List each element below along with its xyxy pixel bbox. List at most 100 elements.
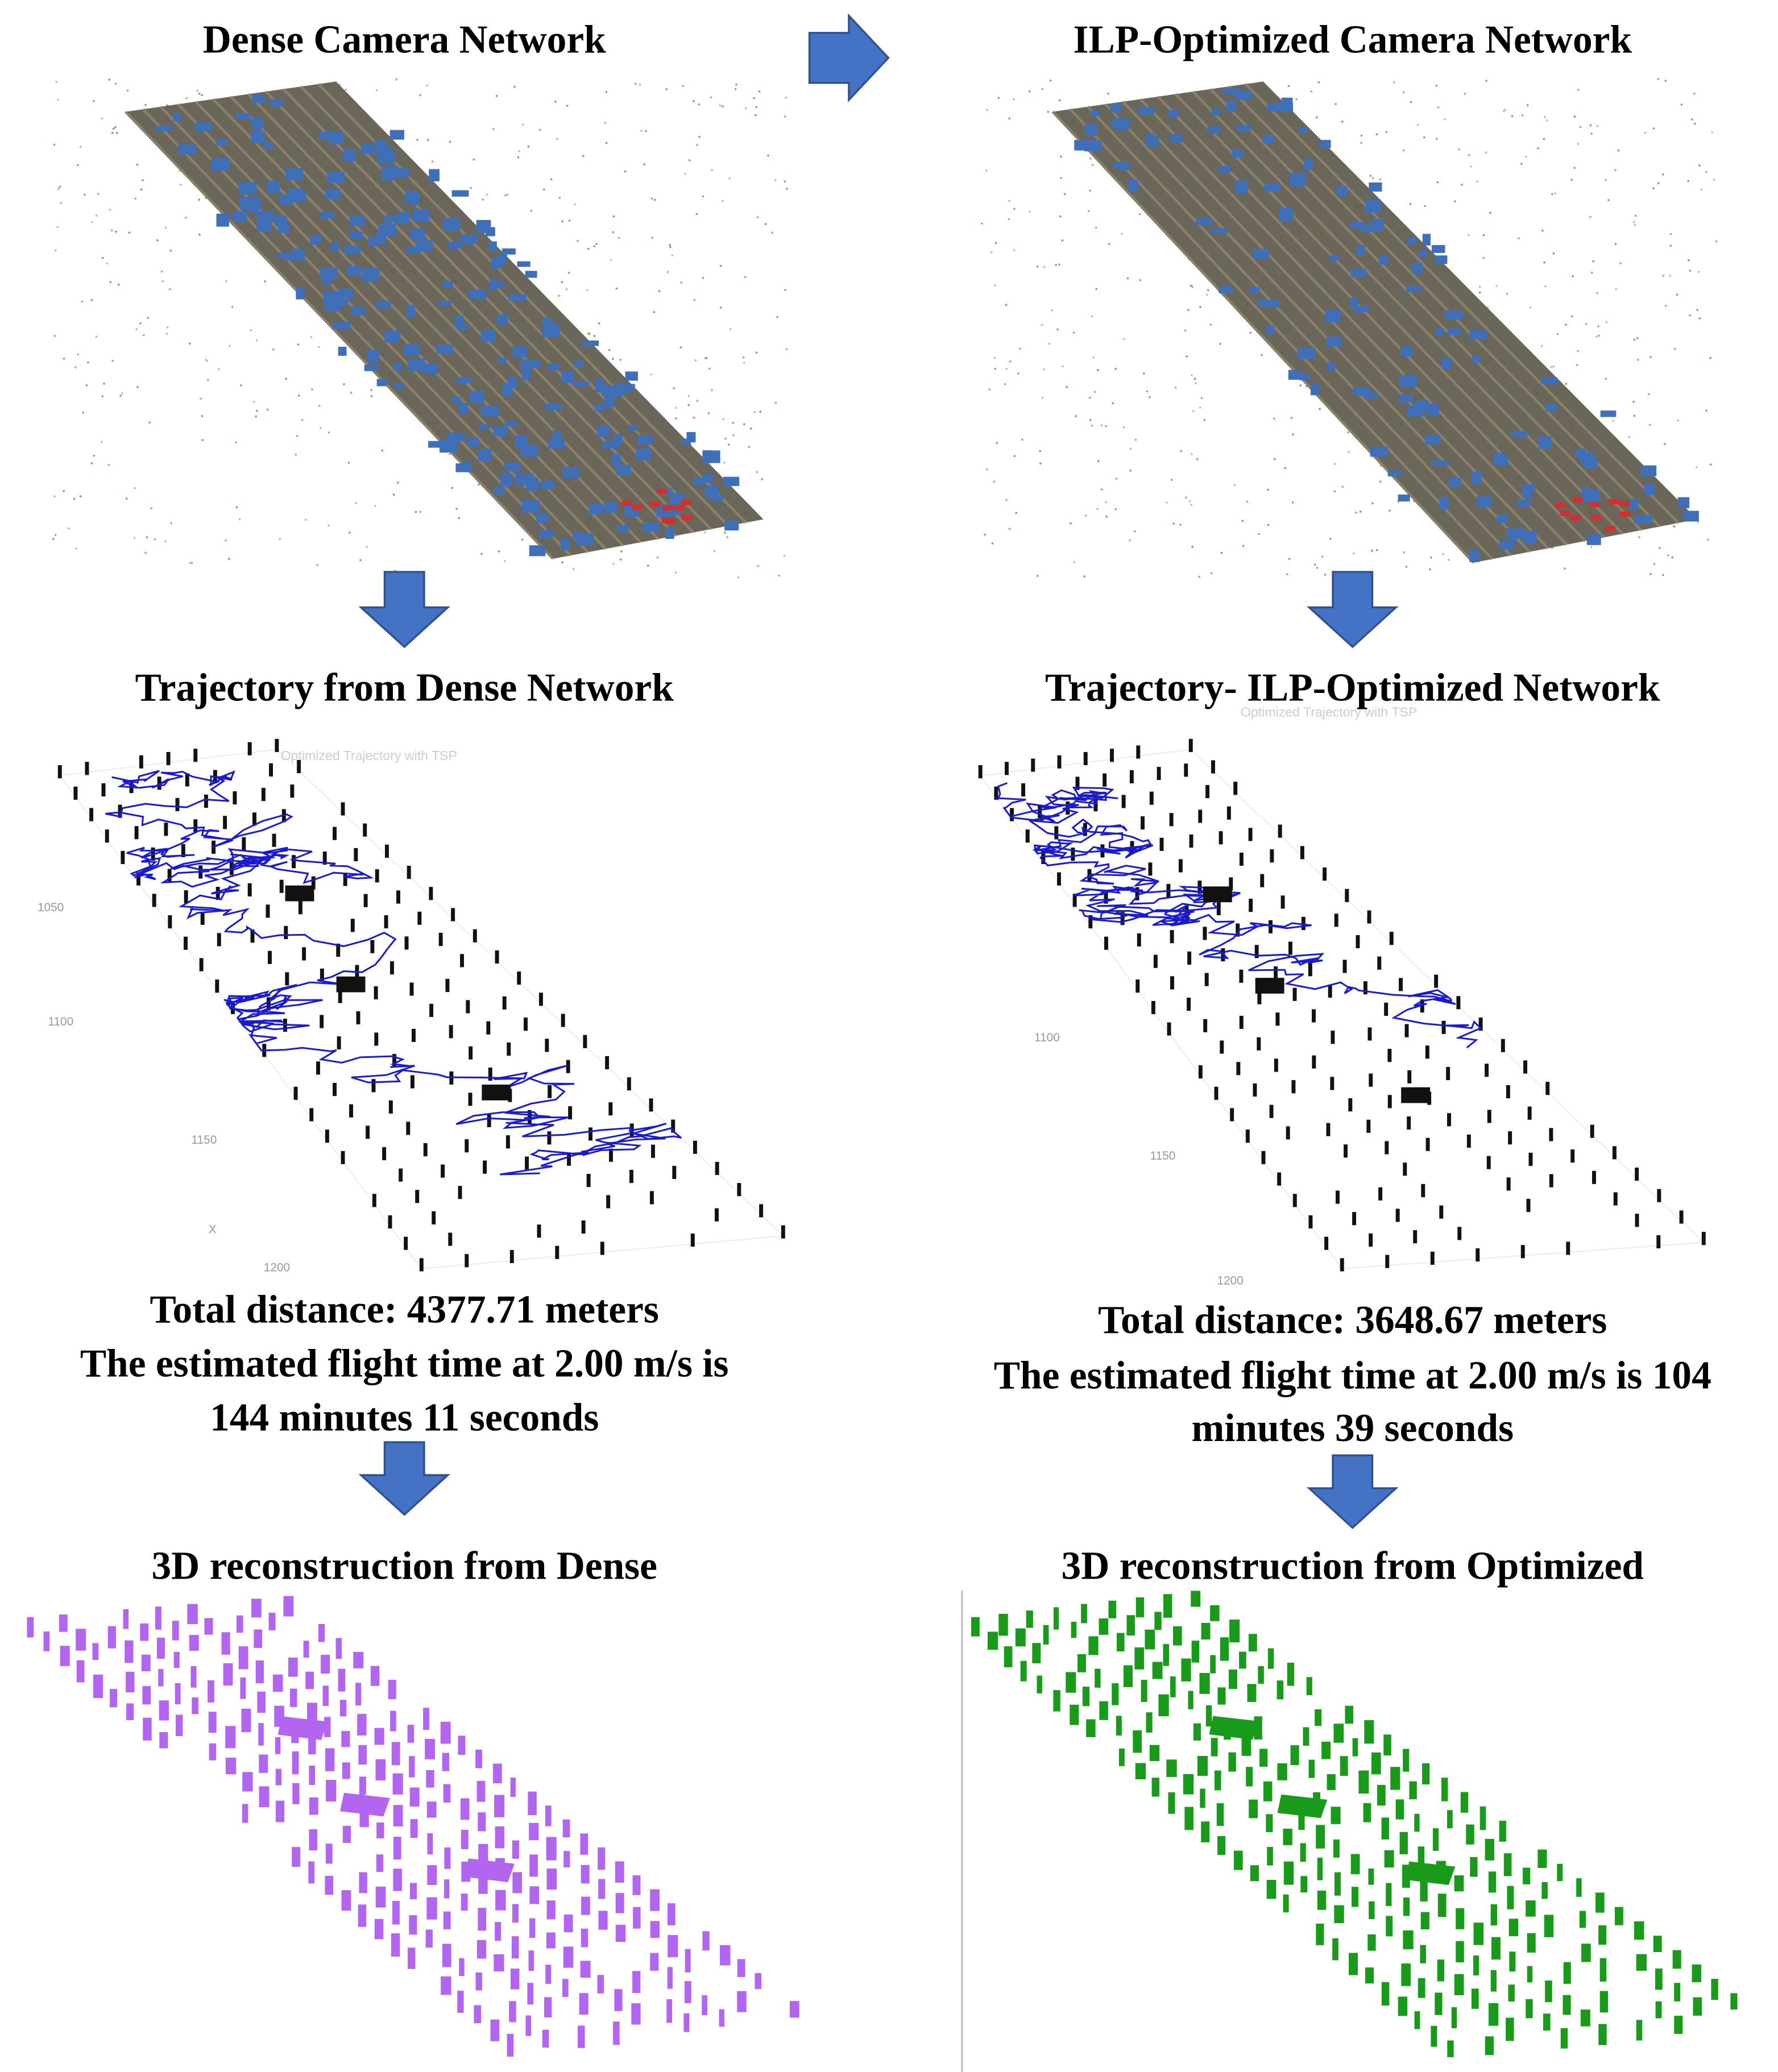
reconstructed-pole [512,1904,519,1923]
point [56,226,59,229]
reconstructed-pole [1674,1983,1680,2002]
camera [612,454,621,466]
camera-pole [600,1241,604,1255]
camera [1634,515,1653,524]
reconstructed-pole [238,1646,248,1670]
point [748,446,751,449]
point [674,406,677,409]
point [1105,515,1108,518]
camera [1263,183,1280,192]
point [238,518,241,521]
point [1334,103,1337,105]
point [587,247,590,250]
reconstructed-pole [318,1623,325,1642]
reconstructed-pole [309,1797,318,1815]
camera [1327,362,1335,371]
point [1037,575,1039,577]
point [1292,433,1294,436]
camera [573,381,589,387]
reconstructed-pole [409,1756,415,1778]
camera-pole [649,1098,653,1112]
camera [509,294,527,301]
reconstructed-pole [1099,1618,1109,1635]
reconstructed-pole [1386,1883,1392,1906]
point [486,193,488,196]
camera [1471,471,1481,484]
reconstructed-pole [126,1671,135,1692]
camera-pole [1093,798,1098,812]
reconstructed-pole [1199,1673,1210,1694]
camera-pole [1385,1255,1390,1268]
camera [520,445,538,457]
reconstructed-pole [1358,1770,1369,1794]
reconstructed-pole [1349,1953,1358,1975]
point [757,564,760,567]
camera-pole [343,873,347,886]
point [1543,261,1545,264]
camera-pole [978,765,983,779]
reconstructed-pole [789,2001,799,2018]
camera-pole [460,954,464,968]
camera-pole [292,855,296,869]
camera-pole [1291,1080,1296,1094]
camera-pole [290,784,295,798]
reconstructed-pole [546,1932,556,1949]
reconstructed-pole [359,1872,367,1894]
reconstructed-pole [1116,1716,1122,1736]
camera [235,113,251,119]
camera-pole [1269,1104,1274,1118]
point [711,169,714,171]
point [1083,575,1086,578]
reconstructed-pole [1595,1892,1605,1913]
camera-pole [1340,1258,1344,1272]
point [643,163,646,166]
reconstructed-pole [1086,1719,1096,1737]
reconstructed-pole [1384,1850,1394,1868]
point [558,294,560,297]
camera-pole [538,993,543,1006]
point [1698,317,1701,319]
point [1186,355,1188,358]
reconstructed-pole [93,1674,103,1698]
reconstructed-pole [563,1851,570,1868]
point [1089,419,1092,421]
point [115,131,118,134]
camera-pole [1187,998,1191,1011]
camera-pole [336,944,341,957]
point [743,423,745,426]
point [1286,573,1288,575]
camera-pole [311,876,316,890]
point [95,214,98,217]
camera-pole [363,894,368,907]
reconstructed-pole [1399,1832,1408,1854]
reconstructed-pole [1398,1996,1407,2016]
camera-pole [438,933,443,946]
point [451,487,454,489]
camera-pole [309,1108,314,1122]
reconstructed-pole [155,1606,161,1630]
camera-pole [371,1079,376,1093]
point [366,546,368,548]
camera [1541,377,1558,384]
point [91,221,93,223]
point [1405,566,1408,568]
reconstructed-pole [324,1717,331,1737]
camera-pole [1120,912,1125,925]
point [1713,178,1715,181]
reconstructed-pole [1037,1675,1042,1693]
point [347,462,350,464]
reconstructed-pole [292,1847,301,1867]
reconstructed-pole [1636,1954,1647,1971]
camera-pole [1025,829,1030,843]
reconstructed-pole [443,1784,451,1803]
camera-pole [1378,1187,1383,1201]
camera-pole [488,1068,492,1081]
camera-pole [184,936,188,950]
point [1652,187,1655,190]
reconstructed-pole [510,1969,520,1990]
point [1667,554,1669,557]
point [1009,360,1012,363]
point [698,135,701,138]
reconstructed-pole [1365,1967,1374,1984]
camera-pole [445,979,450,993]
